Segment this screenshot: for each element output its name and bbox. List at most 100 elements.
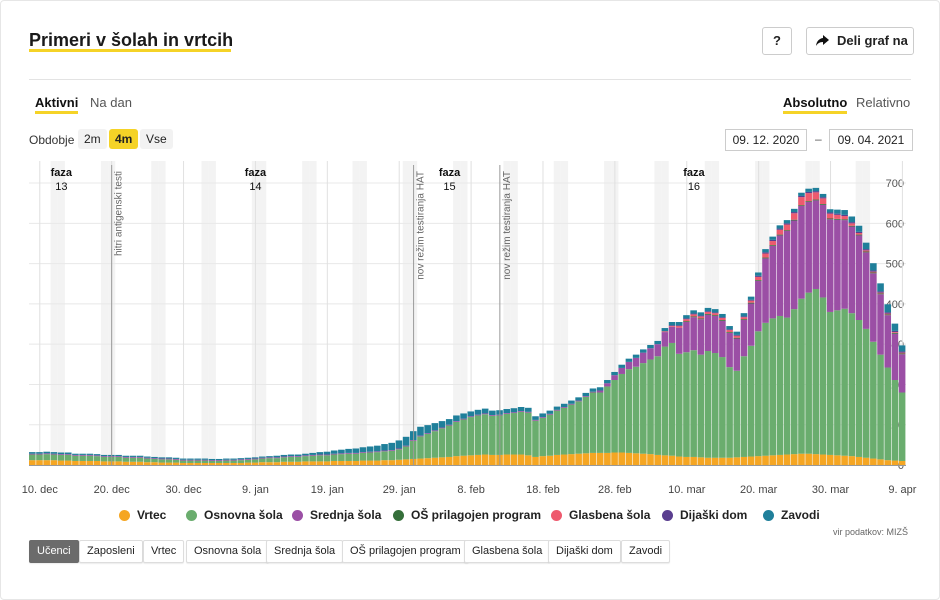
bar-segment <box>776 234 784 236</box>
category-button[interactable]: Dijaški dom <box>548 540 621 563</box>
bar-segment <box>841 219 848 221</box>
date-from-input[interactable]: 09. 12. 2020 <box>725 129 807 151</box>
bar-segment <box>747 299 755 301</box>
bar-segment <box>783 230 791 231</box>
bar-segment <box>568 454 575 465</box>
bar-segment <box>834 218 841 220</box>
bar-segment <box>769 245 777 319</box>
bar-segment <box>323 455 331 462</box>
bar-segment <box>489 454 496 465</box>
share-button[interactable]: Deli graf na <box>806 27 914 55</box>
header-divider <box>29 79 911 80</box>
bar-segment <box>697 318 705 320</box>
category-button[interactable]: OŠ prilagojen program <box>342 540 469 563</box>
share-arrow-icon <box>816 35 829 46</box>
period-4m-button[interactable]: 4m <box>109 129 139 149</box>
bar-segment <box>345 453 352 461</box>
bar-segment <box>790 213 798 220</box>
bar-segment <box>668 455 676 465</box>
bar-segment <box>812 199 820 201</box>
bar-segment <box>891 332 899 334</box>
category-button[interactable]: Zavodi <box>621 540 671 563</box>
bar-segment <box>215 460 223 463</box>
tab-relativno[interactable]: Relativno <box>856 95 910 110</box>
bar-segment <box>668 326 676 343</box>
bar-segment <box>740 320 748 357</box>
bar-segment <box>870 341 877 459</box>
bar-segment <box>352 448 360 453</box>
bar-segment <box>525 411 532 413</box>
category-button[interactable]: Učenci <box>29 540 79 563</box>
bar-segment <box>223 460 230 463</box>
bar-segment <box>244 457 252 459</box>
tab-aktivni[interactable]: Aktivni <box>35 95 79 114</box>
bar-segment <box>359 460 367 465</box>
category-button[interactable]: Vrtec <box>143 540 185 563</box>
period-vse-button[interactable]: Vse <box>140 129 173 149</box>
bar-segment <box>287 461 295 465</box>
bar-segment <box>79 454 86 456</box>
bar-segment <box>668 342 676 456</box>
bar-segment <box>790 212 798 214</box>
bar-segment <box>841 455 848 465</box>
y-tick-label: 600 <box>886 218 904 230</box>
bar-segment <box>826 454 834 465</box>
tab-absolutno[interactable]: Absolutno <box>783 95 848 114</box>
x-tick-label: 10. dec <box>22 484 59 496</box>
bar-segment <box>704 311 712 312</box>
category-button[interactable]: Srednja šola <box>266 540 344 563</box>
bar-segment <box>179 462 187 465</box>
bar-segment <box>618 452 626 465</box>
bar-segment <box>755 331 762 457</box>
bar-segment <box>546 414 554 456</box>
bar-segment <box>697 354 705 458</box>
bar-segment <box>36 453 43 455</box>
help-button[interactable]: ? <box>762 27 792 55</box>
bar-segment <box>812 288 820 455</box>
bar-segment <box>848 225 856 227</box>
bar-segment <box>302 453 309 456</box>
bar-segment <box>417 436 424 459</box>
bar-segment <box>719 457 726 465</box>
date-to-input[interactable]: 09. 04. 2021 <box>829 129 913 151</box>
bar-segment <box>532 456 539 465</box>
bar-segment <box>237 460 245 463</box>
bar-segment <box>201 458 209 460</box>
bar-segment <box>309 461 316 465</box>
bar-segment <box>474 409 482 415</box>
bar-segment <box>834 214 841 219</box>
bar-segment <box>675 353 683 457</box>
bar-segment <box>503 413 511 455</box>
bar-segment <box>381 460 388 465</box>
bar-segment <box>783 454 791 465</box>
bar-segment <box>539 413 546 418</box>
x-tick-label: 28. feb <box>598 484 632 496</box>
bar-segment <box>417 458 424 465</box>
bar-segment <box>208 460 216 461</box>
bar-segment <box>366 451 374 453</box>
bar-segment <box>762 249 769 253</box>
bar-segment <box>50 460 58 465</box>
tab-na-dan[interactable]: Na dan <box>90 95 132 110</box>
period-2m-button[interactable]: 2m <box>78 129 107 149</box>
bar-segment <box>834 219 841 311</box>
bar-segment <box>151 458 158 459</box>
bar-segment <box>330 454 338 461</box>
period-label: Obdobje <box>29 133 75 147</box>
bar-segment <box>172 457 180 459</box>
bar-segment <box>417 435 424 437</box>
bar-segment <box>568 400 575 404</box>
bar-segment <box>596 390 604 393</box>
bar-segment <box>654 454 661 465</box>
category-button[interactable]: Osnovna šola <box>186 540 270 563</box>
bar-segment <box>215 462 223 465</box>
bar-segment <box>675 326 683 328</box>
bar-segment <box>661 331 669 333</box>
bar-segment <box>230 459 237 461</box>
bar-segment <box>834 310 841 456</box>
bar-segment <box>776 225 784 229</box>
bar-segment <box>201 459 209 461</box>
category-button[interactable]: Zaposleni <box>79 540 143 563</box>
category-button[interactable]: Glasbena šola <box>464 540 551 563</box>
bar-segment <box>877 354 884 460</box>
